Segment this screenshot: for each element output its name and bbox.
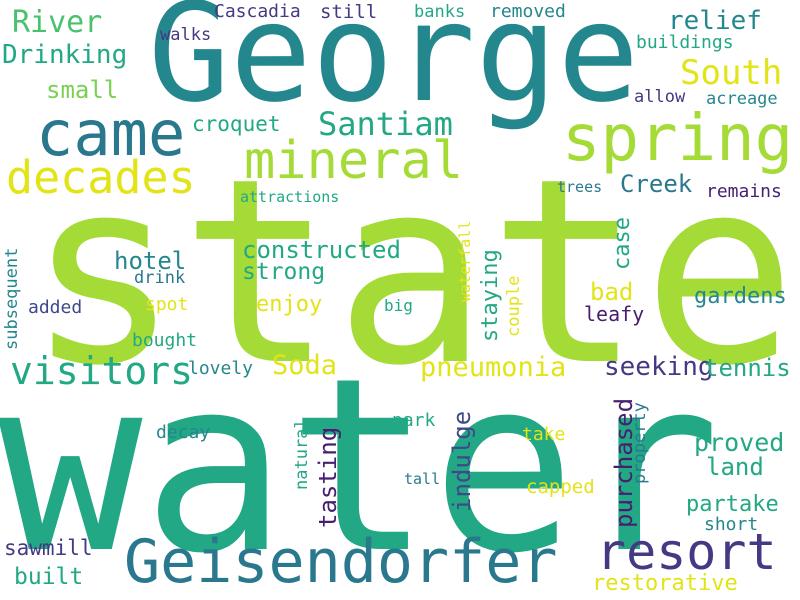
word-walks: walks	[160, 25, 212, 45]
word-land: land	[706, 453, 764, 481]
word-removed: removed	[490, 1, 566, 22]
word-small: small	[46, 76, 119, 104]
word-case: case	[610, 217, 635, 270]
word-decay: decay	[156, 422, 211, 443]
word-hotel: hotel	[114, 247, 187, 275]
word-water: water	[0, 326, 721, 600]
word-take: take	[522, 424, 566, 445]
word-buildings: buildings	[636, 32, 734, 53]
word-spring: spring	[562, 102, 794, 176]
word-drinking: Drinking	[2, 40, 128, 70]
word-decades: decades	[6, 151, 196, 204]
word-still: still	[320, 1, 378, 23]
word-pneumonia: pneumonia	[420, 352, 567, 383]
word-resort: resort	[596, 523, 777, 581]
word-river: River	[12, 5, 103, 40]
word-bought: bought	[132, 330, 198, 351]
word-came: came	[36, 97, 186, 170]
word-santiam: Santiam	[318, 105, 453, 143]
word-waterfall: waterfall	[456, 220, 474, 302]
word-park: park	[392, 410, 436, 431]
word-enjoy: enjoy	[256, 292, 323, 317]
word-visitors: visitors	[10, 349, 194, 393]
word-mineral: mineral	[244, 131, 464, 191]
word-george: George	[148, 0, 640, 133]
word-relief: relief	[668, 6, 762, 36]
word-staying: staying	[478, 249, 503, 342]
word-constructed: constructed	[242, 236, 401, 264]
word-property: property	[630, 402, 650, 484]
word-lovely: lovely	[188, 358, 254, 379]
word-bad: bad	[590, 278, 634, 306]
word-banks: banks	[414, 2, 466, 22]
word-allow: allow	[634, 87, 686, 107]
word-soda: Soda	[272, 350, 338, 381]
word-short: short	[704, 514, 759, 535]
word-drink: drink	[134, 268, 186, 288]
word-natural: natural	[292, 418, 312, 490]
word-trees: trees	[557, 178, 603, 196]
word-attractions: attractions	[240, 188, 340, 206]
word-leafy: leafy	[584, 302, 645, 326]
word-spot: spot	[145, 294, 189, 315]
word-couple: couple	[504, 275, 524, 337]
word-gardens: gardens	[694, 284, 787, 309]
word-partake: partake	[686, 492, 779, 517]
word-seeking: seeking	[604, 352, 714, 382]
word-cascadia: Cascadia	[214, 1, 301, 22]
word-croquet: croquet	[192, 112, 281, 136]
word-south: South	[680, 53, 783, 93]
word-big: big	[384, 296, 413, 315]
word-creek: Creek	[620, 170, 693, 198]
word-tasting: tasting	[314, 426, 342, 528]
word-remains: remains	[706, 181, 782, 202]
word-added: added	[28, 297, 83, 318]
word-state: state	[26, 124, 797, 422]
word-indulge: indulge	[448, 410, 476, 512]
word-restorative: restorative	[592, 571, 738, 596]
word-geisendorfer: Geisendorfer	[124, 527, 558, 597]
word-sawmill: sawmill	[4, 536, 93, 560]
word-proved: proved	[694, 428, 785, 457]
word-strong: strong	[242, 259, 326, 285]
word-tall: tall	[404, 470, 441, 488]
word-acreage: acreage	[706, 89, 778, 109]
word-built: built	[14, 564, 84, 590]
word-tennis: tennis	[704, 354, 791, 382]
word-capped: capped	[526, 476, 595, 498]
word-subsequent: subsequent	[2, 247, 22, 350]
